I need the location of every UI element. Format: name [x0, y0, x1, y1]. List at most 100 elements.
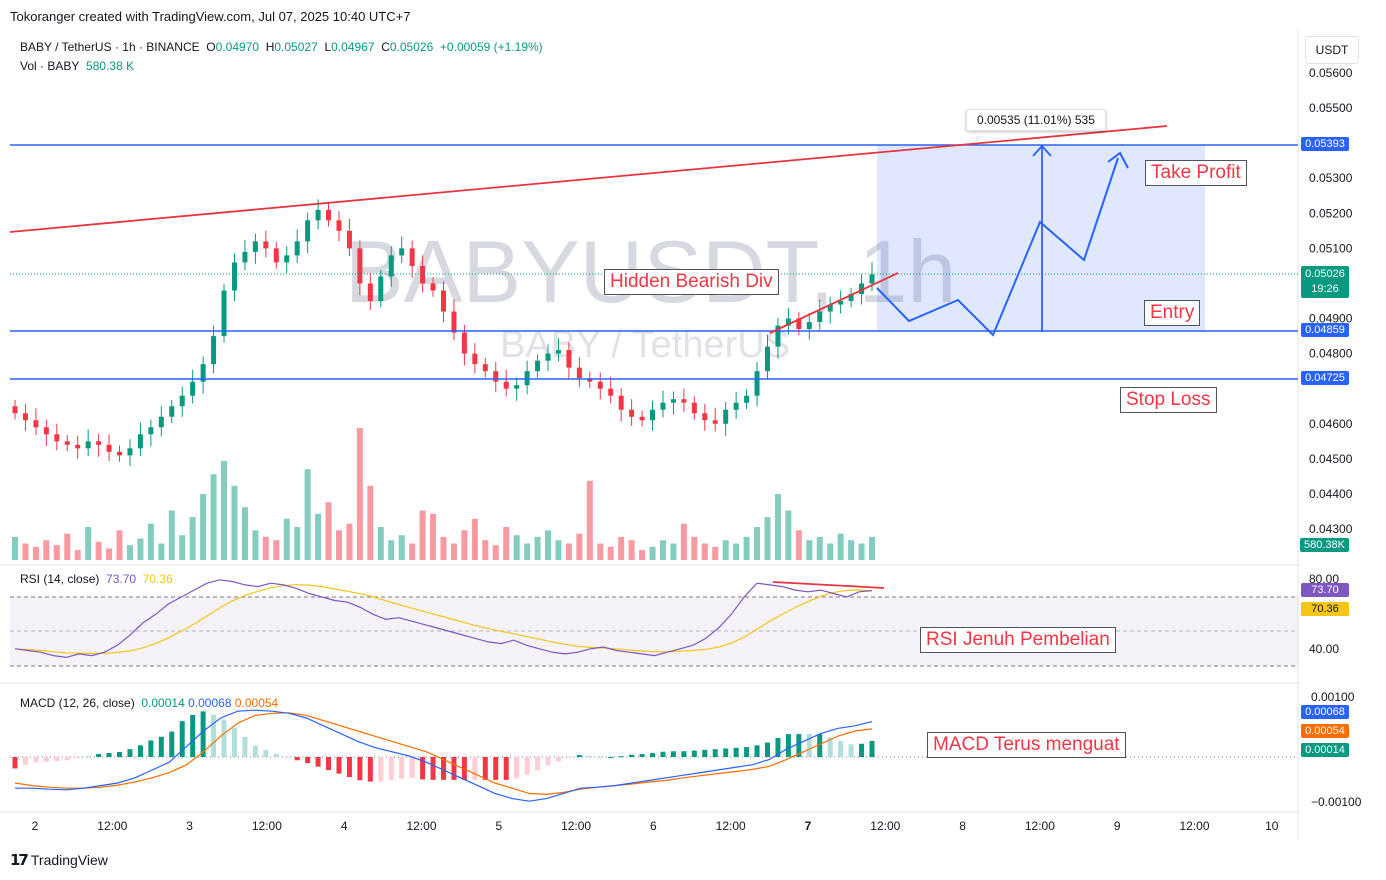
candle-body[interactable] — [576, 367, 582, 379]
candle-body[interactable] — [555, 350, 561, 354]
candle-body[interactable] — [608, 388, 614, 396]
candle-body[interactable] — [315, 209, 321, 221]
candle-body[interactable] — [211, 336, 217, 365]
candle-body[interactable] — [660, 402, 666, 410]
hidden-div-trendline[interactable] — [769, 272, 899, 334]
candle-body[interactable] — [775, 325, 781, 347]
candle-body[interactable] — [514, 385, 520, 389]
candle-body[interactable] — [472, 353, 478, 365]
candle-body[interactable] — [859, 283, 865, 294]
rsi-div-trendline[interactable] — [772, 581, 885, 589]
rsi-ma-line[interactable] — [14, 584, 873, 655]
candle-body[interactable] — [764, 346, 770, 372]
candle-body[interactable] — [848, 293, 854, 301]
candle-body[interactable] — [785, 318, 791, 326]
candle-body[interactable] — [639, 416, 645, 421]
candle-body[interactable] — [284, 255, 290, 263]
candle-body[interactable] — [535, 360, 541, 372]
candle-body[interactable] — [346, 230, 352, 249]
candle-body[interactable] — [127, 448, 133, 456]
candle-body[interactable] — [587, 378, 593, 382]
candle-body[interactable] — [33, 420, 39, 428]
candle-body[interactable] — [117, 451, 123, 456]
candle-body[interactable] — [54, 434, 60, 442]
candle-body[interactable] — [43, 427, 49, 435]
candle-body[interactable] — [702, 413, 708, 421]
entry-annotation[interactable]: Entry — [1144, 300, 1201, 326]
currency-button[interactable]: USDT — [1305, 36, 1359, 64]
candle-body[interactable] — [566, 350, 572, 368]
candle-body[interactable] — [378, 276, 384, 301]
candle-body[interactable] — [650, 409, 656, 421]
stop-loss-annotation[interactable]: Stop Loss — [1120, 387, 1217, 413]
rsi-label[interactable]: RSI (14, close) — [20, 572, 100, 586]
symbol-title[interactable]: BABY / TetherUS · 1h · BINANCE — [20, 40, 200, 54]
candle-body[interactable] — [451, 311, 457, 333]
rsi-line[interactable] — [14, 579, 873, 659]
candle-body[interactable] — [231, 262, 237, 291]
candle-body[interactable] — [681, 399, 687, 403]
candle-body[interactable] — [712, 420, 718, 424]
candle-body[interactable] — [190, 381, 196, 396]
candle-body[interactable] — [263, 241, 269, 249]
candle-body[interactable] — [629, 409, 635, 417]
volume-label[interactable]: Vol · BABY — [20, 59, 80, 73]
macd-line[interactable] — [15, 709, 873, 802]
hidden-div-annotation[interactable]: Hidden Bearish Div — [604, 269, 779, 295]
candle-body[interactable] — [733, 402, 739, 410]
candle-body[interactable] — [148, 427, 154, 435]
take-profit-annotation[interactable]: Take Profit — [1145, 160, 1247, 186]
candle-body[interactable] — [336, 220, 342, 231]
candle-body[interactable] — [482, 364, 488, 372]
candle-body[interactable] — [252, 241, 258, 252]
macd-note-annotation[interactable]: MACD Terus menguat — [927, 732, 1126, 758]
candle-body[interactable] — [200, 364, 206, 382]
candle-body[interactable] — [744, 395, 750, 403]
candle-body[interactable] — [158, 416, 164, 428]
projection-path[interactable] — [876, 157, 1119, 337]
candle-body[interactable] — [221, 290, 227, 337]
candle-body[interactable] — [294, 241, 300, 256]
candle-body[interactable] — [869, 274, 875, 284]
candle-body[interactable] — [242, 251, 248, 263]
candle-body[interactable] — [399, 248, 405, 256]
candle-body[interactable] — [85, 441, 91, 449]
candle-body[interactable] — [493, 371, 499, 382]
candle-body[interactable] — [273, 248, 279, 263]
candle-body[interactable] — [12, 406, 18, 414]
candle-body[interactable] — [524, 371, 530, 386]
candle-body[interactable] — [64, 441, 70, 445]
candle-body[interactable] — [169, 406, 175, 417]
candle-body[interactable] — [106, 444, 112, 452]
candle-body[interactable] — [326, 209, 332, 221]
candle-body[interactable] — [388, 255, 394, 277]
candle-body[interactable] — [545, 353, 551, 361]
candle-body[interactable] — [670, 399, 676, 403]
candle-body[interactable] — [96, 441, 102, 445]
resistance-trendline[interactable] — [9, 125, 1168, 233]
candle-body[interactable] — [806, 322, 812, 330]
candle-body[interactable] — [597, 381, 603, 389]
candle-body[interactable] — [367, 283, 373, 301]
candle-body[interactable] — [461, 332, 467, 354]
candle-body[interactable] — [420, 265, 426, 284]
candle-body[interactable] — [441, 290, 446, 312]
macd-label[interactable]: MACD (12, 26, close) — [20, 696, 135, 710]
candle-body[interactable] — [22, 413, 28, 421]
candle-body[interactable] — [137, 434, 143, 449]
candle-body[interactable] — [409, 248, 415, 266]
candle-body[interactable] — [305, 220, 311, 242]
candle-body[interactable] — [838, 301, 844, 305]
candle-body[interactable] — [827, 304, 833, 312]
candle-body[interactable] — [796, 318, 802, 330]
candle-body[interactable] — [754, 371, 760, 396]
candle-body[interactable] — [618, 395, 624, 410]
candle-body[interactable] — [179, 395, 185, 407]
candle-body[interactable] — [357, 248, 363, 284]
candle-body[interactable] — [430, 283, 436, 291]
candle-body[interactable] — [723, 409, 729, 424]
macd-signal-line[interactable] — [14, 712, 873, 796]
candle-body[interactable] — [75, 444, 81, 449]
candle-body[interactable] — [817, 311, 823, 323]
